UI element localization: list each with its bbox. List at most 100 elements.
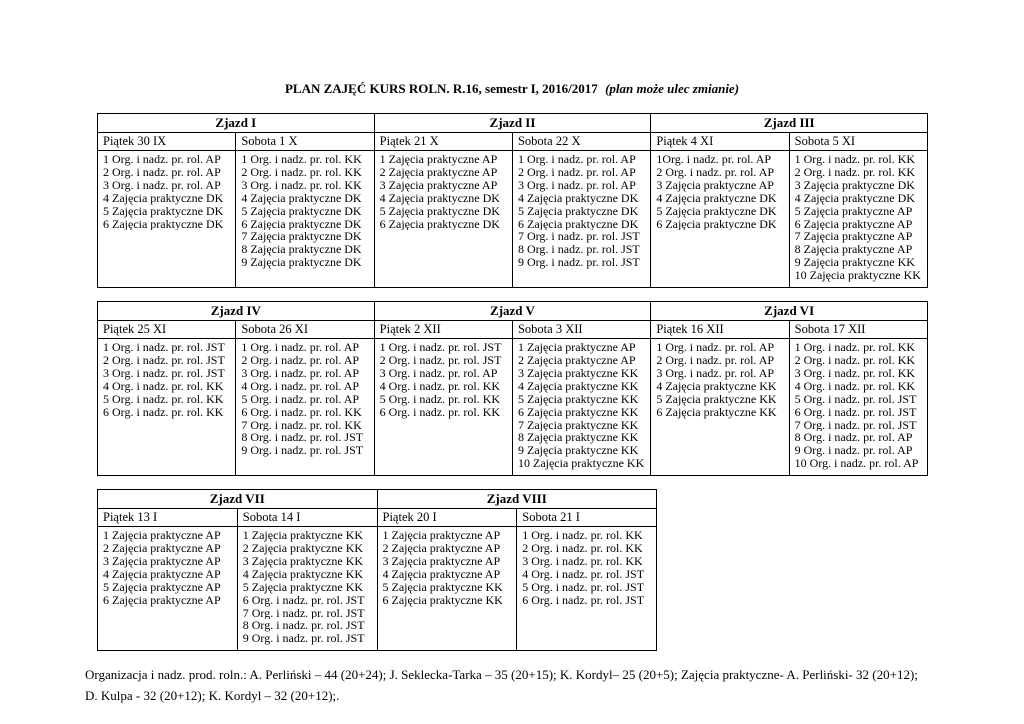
day-header: Piątek 30 IX: [96, 132, 237, 151]
zjazd-group-header: Zjazd IV: [97, 301, 375, 322]
schedule-cell: 1 Org. i nadz. pr. rol. KK 2 Org. i nadz.…: [788, 149, 929, 289]
footer-line-2: D. Kulpa - 32 (20+12); K. Kordyl – 32 (2…: [85, 688, 340, 704]
schedule-entry: 3 Zajęcia praktyczne KK: [517, 366, 639, 380]
day-header: Sobota 22 X: [511, 132, 652, 151]
schedule-entry: 3 Org. i nadz. pr. rol. KK: [522, 554, 643, 568]
schedule-entry: 1 Zajęcia praktyczne KK: [242, 529, 364, 543]
title-note: (plan może ulec zmianie): [605, 81, 740, 96]
day-header: Sobota 5 XI: [788, 132, 929, 151]
schedule-entry: 7 Org. i nadz. pr. rol. JST: [794, 418, 917, 432]
schedule-entry: 1 Org. i nadz. pr. rol. KK: [794, 341, 916, 354]
schedule-cell: 1Org. i nadz. pr. rol. AP 2 Org. i nadz. …: [650, 149, 790, 289]
schedule-entry: 3 Zajęcia praktyczne KK: [242, 554, 364, 568]
schedule-entry: 4 Zajęcia praktyczne KK: [242, 567, 364, 581]
schedule-entry: 3 Org. i nadz. pr. rol. AP: [517, 178, 636, 192]
zjazd-group-header: Zjazd VI: [650, 301, 928, 322]
schedule-entry: 3 Org. i nadz. pr. rol. JST: [103, 366, 225, 380]
schedule-entry: 9 Org. i nadz. pr. rol. JST: [242, 632, 365, 646]
title-main: PLAN ZAJĘĆ KURS ROLN. R.16, semestr I, 2…: [284, 81, 598, 96]
schedule-table-2: Zjazd IV Zjazd V Zjazd VI Piątek 25 XI Sobot…: [96, 301, 929, 477]
schedule-entry: 1 Zajęcia praktyczne AP: [382, 529, 501, 543]
schedule-entry: 9 Zajęcia praktyczne DK: [241, 256, 362, 270]
schedule-entry: 2 Org. i nadz. pr. rol. AP: [103, 165, 221, 179]
schedule-cell: 1 Org. i nadz. pr. rol. KK 2 Org. i nadz.…: [788, 338, 929, 477]
schedule-entry: 4 Org. i nadz. pr. rol. AP: [241, 379, 360, 393]
schedule-entry: 1 Org. i nadz. pr. rol. AP: [656, 341, 775, 354]
schedule-entry: 4 Zajęcia praktyczne DK: [517, 191, 639, 205]
schedule-entry: 1 Org. i nadz. pr. rol. JST: [103, 341, 225, 354]
schedule-cell: 1 Org. i nadz. pr. rol. AP 2 Org. i nadz.…: [235, 338, 375, 477]
schedule-entry: 5 Org. i nadz. pr. rol. AP: [241, 392, 360, 406]
schedule-entry: 4 Zajęcia praktyczne DK: [103, 191, 224, 205]
schedule-cell: 1 Zajęcia praktyczne AP 2 Zajęcia praktyc…: [97, 526, 238, 652]
schedule-table-1-host: Zjazd I Zjazd II Zjazd III Piątek 30 IX Sobo…: [0, 113, 1024, 289]
schedule-entry: 7 Zajęcia praktyczne AP: [794, 230, 913, 244]
schedule-entry: 5 Zajęcia praktyczne KK: [656, 392, 777, 406]
schedule-entry: 10 Org. i nadz. pr. rol. AP: [794, 457, 919, 471]
schedule-entry: 3 Org. i nadz. pr. rol. KK: [794, 366, 916, 380]
schedule-entry: 4 Org. i nadz. pr. rol. KK: [103, 379, 224, 393]
schedule-entry: 4 Org. i nadz. pr. rol. KK: [794, 379, 916, 393]
schedule-entry: 5 Zajęcia praktyczne AP: [794, 204, 913, 218]
day-header: Sobota 3 XII: [511, 320, 652, 340]
zjazd-group-header: Zjazd I: [97, 113, 375, 133]
schedule-table-3-host: Zjazd VII Zjazd VIII Piątek 13 I Sobota 14 …: [0, 489, 1024, 652]
schedule-entry: 6 Zajęcia praktyczne KK: [656, 405, 777, 419]
schedule-entry: 6 Org. i nadz. pr. rol. KK: [103, 405, 224, 419]
schedule-entry: 2 Org. i nadz. pr. rol. AP: [517, 165, 636, 179]
schedule-entry: 7 Org. i nadz. pr. rol. JST: [517, 230, 640, 244]
schedule-entry: 7 Zajęcia praktyczne KK: [517, 418, 639, 432]
schedule-entry: 5 Zajęcia praktyczne DK: [517, 204, 639, 218]
schedule-cell: 1 Org. i nadz. pr. rol. AP 2 Org. i nadz.…: [96, 149, 237, 289]
schedule-entry: 6 Org. i nadz. pr. rol. JST: [522, 593, 645, 607]
schedule-entry: 6 Org. i nadz. pr. rol. KK: [241, 405, 362, 419]
day-header: Piątek 25 XI: [96, 320, 237, 340]
page-title: PLAN ZAJĘĆ KURS ROLN. R.16, semestr I, 2…: [0, 81, 1024, 97]
schedule-entry: 9 Org. i nadz. pr. rol. JST: [517, 256, 640, 270]
schedule-table-2-host: Zjazd IV Zjazd V Zjazd VI Piątek 25 XI Sobot…: [0, 301, 1024, 477]
schedule-entry: 2 Org. i nadz. pr. rol. KK: [794, 165, 916, 179]
schedule-entry: 8 Zajęcia praktyczne AP: [794, 243, 913, 257]
schedule-entry: 2 Zajęcia praktyczne AP: [379, 165, 498, 179]
schedule-entry: 5 Zajęcia praktyczne AP: [103, 580, 221, 594]
schedule-entry: 3 Org. i nadz. pr. rol. KK: [241, 178, 362, 192]
schedule-entry: 2 Org. i nadz. pr. rol. KK: [522, 542, 643, 555]
schedule-entry: 2 Zajęcia praktyczne AP: [103, 542, 221, 555]
schedule-entry: 8 Org. i nadz. pr. rol. JST: [242, 619, 365, 633]
schedule-entry: 6 Zajęcia praktyczne AP: [103, 593, 221, 607]
schedule-entry: 1 Org. i nadz. pr. rol. AP: [103, 153, 221, 166]
day-header: Sobota 17 XII: [788, 320, 929, 340]
day-header: Piątek 13 I: [97, 508, 238, 528]
schedule-entry: 7 Zajęcia praktyczne DK: [241, 230, 362, 244]
day-header: Piątek 4 XI: [650, 132, 790, 151]
schedule-entry: 2 Org. i nadz. pr. rol. JST: [379, 353, 502, 367]
day-header: Piątek 20 I: [376, 508, 518, 528]
schedule-entry: 1 Zajęcia praktyczne AP: [517, 341, 636, 354]
schedule-cell: 1 Zajęcia praktyczne AP 2 Zajęcia praktyc…: [376, 526, 518, 652]
schedule-entry: 9 Zajęcia praktyczne KK: [517, 444, 639, 458]
schedule-entry: 6 Zajęcia praktyczne DK: [379, 217, 500, 231]
schedule-entry: 2 Org. i nadz. pr. rol. AP: [656, 165, 775, 179]
schedule-entry: 6 Zajęcia praktyczne DK: [241, 217, 362, 231]
zjazd-group-header: Zjazd V: [373, 301, 652, 322]
schedule-entry: 6 Zajęcia praktyczne KK: [382, 593, 503, 607]
schedule-entry: 2 Org. i nadz. pr. rol. JST: [103, 353, 225, 367]
schedule-entry: 4 Zajęcia praktyczne KK: [517, 379, 639, 393]
schedule-entry: 2 Zajęcia praktyczne AP: [517, 353, 636, 367]
schedule-entry: 5 Zajęcia praktyczne DK: [379, 204, 500, 218]
schedule-entry: 6 Zajęcia praktyczne KK: [517, 405, 639, 419]
schedule-entry: 2 Zajęcia praktyczne KK: [242, 542, 364, 555]
footer-line-1: Organizacja i nadz. prod. roln.: A. Perl…: [85, 667, 918, 683]
day-header: Piątek 2 XII: [373, 320, 513, 340]
schedule-cell: 1 Zajęcia praktyczne KK 2 Zajęcia praktyc…: [236, 526, 378, 652]
schedule-entry: 8 Org. i nadz. pr. rol. JST: [241, 431, 364, 445]
schedule-entry: 4 Zajęcia praktyczne AP: [103, 567, 221, 581]
schedule-cell: 1 Org. i nadz. pr. rol. KK 2 Org. i nadz.…: [235, 149, 375, 289]
schedule-entry: 9 Zajęcia praktyczne KK: [794, 256, 915, 270]
schedule-entry: 1 Zajęcia praktyczne AP: [103, 529, 221, 543]
schedule-entry: 8 Org. i nadz. pr. rol. JST: [517, 243, 640, 257]
schedule-entry: 2 Org. i nadz. pr. rol. KK: [794, 353, 916, 367]
schedule-entry: 6 Zajęcia praktyczne DK: [517, 217, 639, 231]
schedule-entry: 6 Org. i nadz. pr. rol. JST: [794, 405, 917, 419]
schedule-entry: 1 Org. i nadz. pr. rol. KK: [241, 153, 362, 166]
